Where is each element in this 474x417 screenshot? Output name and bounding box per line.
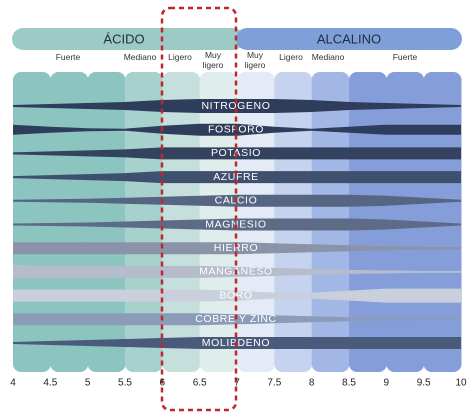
nutrient-label: NITROGENO [202, 100, 271, 112]
nutrient-band [13, 218, 461, 231]
nutrient-label: BORO [219, 289, 252, 301]
zone-column [50, 72, 89, 372]
nutrient-band [13, 242, 461, 255]
x-tick-label: 9.5 [417, 378, 431, 389]
x-tick-label: 6 [160, 378, 166, 389]
nutrient-label: AZUFRE [213, 171, 259, 183]
x-tick-label: 6.5 [193, 378, 207, 389]
group-label: ÁCIDO [103, 31, 144, 46]
zone-label: Ligero [279, 52, 303, 62]
zone-label: Mediano [311, 52, 345, 62]
zone-label: Muy ligero [202, 50, 224, 70]
zone-label: Mediano [123, 52, 157, 62]
x-tick-label: 7.5 [267, 378, 281, 389]
x-tick-label: 8 [309, 378, 315, 389]
x-tick-label: 5.5 [118, 378, 132, 389]
x-tick-label: 10 [455, 378, 467, 389]
x-tick-label: 9 [384, 378, 390, 389]
nutrient-band [13, 171, 461, 184]
x-tick-label: 4 [10, 378, 16, 389]
acid-bar [12, 28, 244, 50]
zone-label: Muy ligero [244, 50, 266, 70]
zone-label: Ligero [168, 52, 192, 62]
nutrient-label: HIERRO [214, 242, 258, 254]
x-tick-label: 4.5 [43, 378, 57, 389]
x-tick-label: 8.5 [342, 378, 356, 389]
x-tick-label: 5 [85, 378, 91, 389]
nutrient-band [13, 99, 461, 113]
nutrient-band [13, 288, 461, 303]
alkaline-bar [236, 28, 462, 50]
zone-label: Fuerte [55, 52, 81, 62]
optimal-range [160, 6, 238, 412]
zone-column [13, 72, 51, 372]
x-tick-label: 7 [234, 378, 240, 389]
nutrient-label: MAGNESIO [205, 218, 266, 230]
zone-label: Fuerte [392, 52, 418, 62]
group-label: ALCALINO [317, 31, 381, 46]
